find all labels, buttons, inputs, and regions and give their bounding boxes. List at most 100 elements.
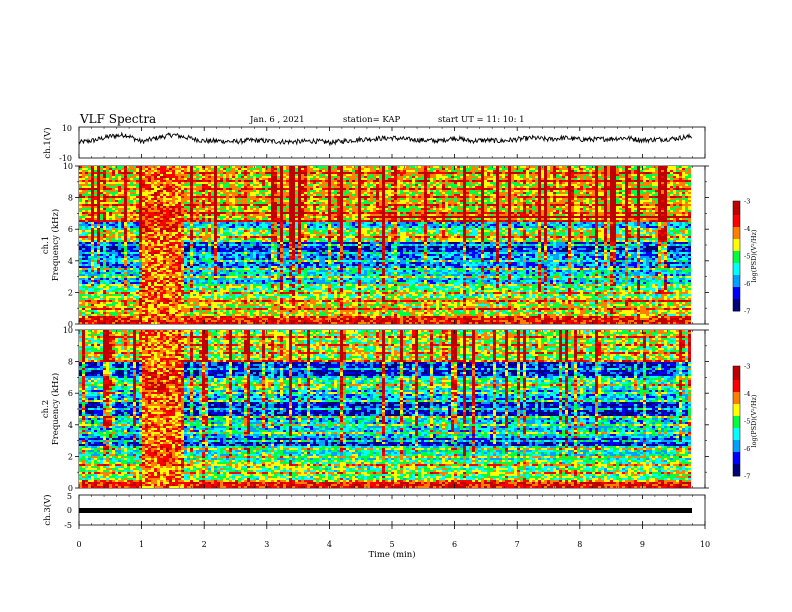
- spectrogram-row: [79, 400, 691, 402]
- spectrogram-row: [79, 212, 691, 214]
- spectrogram-row: [79, 264, 691, 266]
- spectrogram-row: [79, 220, 691, 222]
- spectrogram-row: [79, 170, 691, 172]
- spectrogram-row: [79, 252, 691, 254]
- spectrogram-row: [79, 438, 691, 440]
- spectrogram-row: [79, 352, 691, 354]
- spectrogram-row: [79, 280, 691, 282]
- ch1-ytick-top: 10: [62, 124, 72, 133]
- ch3-ytick-top: 5: [67, 492, 72, 501]
- spectrogram-row: [79, 372, 691, 374]
- spectrogram-row: [79, 290, 691, 292]
- spectrogram-row: [79, 200, 691, 202]
- spectrogram-row: [79, 336, 691, 338]
- spectrogram-row: [79, 430, 691, 432]
- spectrogram-row: [79, 184, 691, 186]
- spectrogram-row: [79, 286, 691, 288]
- spectrogram-row: [79, 366, 691, 368]
- spectrogram-row: [79, 272, 691, 274]
- spectrogram-row: [79, 190, 691, 192]
- spectrogram-row: [79, 222, 691, 224]
- spectrogram-row: [79, 406, 691, 408]
- spectrogram-row: [79, 436, 691, 438]
- spectrogram-row: [79, 378, 691, 380]
- spectrogram-row: [79, 342, 691, 344]
- spectrogram-row: [79, 432, 691, 434]
- spectrogram-row: [79, 382, 691, 384]
- spectrogram-row: [79, 230, 691, 232]
- colorbar-tick-label: -7: [744, 473, 750, 481]
- spectrogram-row: [79, 256, 691, 258]
- spectrogram-row: [79, 234, 691, 236]
- freq-tick-label: 8: [68, 358, 73, 367]
- ch3-waveform-trace: [79, 508, 692, 513]
- freq-tick-label: 10: [63, 326, 73, 335]
- spectrogram-row: [79, 228, 691, 230]
- time-tick-label: 0: [76, 540, 81, 549]
- spectrogram-row: [79, 262, 691, 264]
- spectrogram-row: [79, 240, 691, 242]
- spectrogram-row: [79, 314, 691, 316]
- spectrogram-row: [79, 466, 691, 468]
- spectrogram-row: [79, 192, 691, 194]
- spectrogram-row: [79, 458, 691, 460]
- spectrogram-row: [79, 176, 691, 178]
- freq-tick-label: 6: [68, 389, 73, 398]
- spectrogram-row: [79, 320, 691, 322]
- spectrogram-row: [79, 260, 691, 262]
- spectrogram-row: [79, 358, 691, 360]
- spectrogram-row: [79, 306, 691, 308]
- vlf-spectra-figure: VLF Spectra Jan. 6 , 2021 station= KAP s…: [0, 0, 792, 612]
- colorbar-tick-label: -3: [744, 198, 750, 206]
- spectrogram-row: [79, 216, 691, 218]
- spectrogram-row: [79, 204, 691, 206]
- spectrogram-row: [79, 412, 691, 414]
- time-axis-label: Time (min): [368, 549, 415, 560]
- spectrogram-row: [79, 218, 691, 220]
- spectrogram-row: [79, 468, 691, 470]
- spectrogram-row: [79, 214, 691, 216]
- time-tick-label: 6: [452, 540, 457, 549]
- spectrogram-row: [79, 448, 691, 450]
- spectrogram-row: [79, 416, 691, 418]
- time-tick-label: 4: [327, 540, 332, 549]
- spectrogram-row: [79, 350, 691, 352]
- spectrogram-row: [79, 312, 691, 314]
- spectrogram-row: [79, 276, 691, 278]
- spectrogram-row: [79, 428, 691, 430]
- time-tick-label: 7: [515, 540, 520, 549]
- freq-tick-label: 4: [68, 421, 73, 430]
- spectrogram-row: [79, 284, 691, 286]
- spectrogram-row: [79, 390, 691, 392]
- spectrogram-row: [79, 242, 691, 244]
- spectrogram-row: [79, 182, 691, 184]
- spectrogram-row: [79, 414, 691, 416]
- spectrogram-row: [79, 298, 691, 300]
- colorbar-label: log(PSD)(V²/Hz): [750, 229, 758, 282]
- spectrogram-row: [79, 482, 691, 484]
- freq-tick-label: 10: [63, 162, 73, 171]
- spectrogram-row: [79, 470, 691, 472]
- spectrogram-row: [79, 224, 691, 226]
- spectrogram-row: [79, 380, 691, 382]
- ch2-frequency-ylabel: Frequency (kHz): [50, 373, 61, 445]
- spectrogram-row: [79, 460, 691, 462]
- time-tick-label: 5: [389, 540, 394, 549]
- ch1-spectrogram-image: [79, 166, 691, 324]
- spectrogram-row: [79, 472, 691, 474]
- spectrogram-row: [79, 288, 691, 290]
- colorbar-tick-label: -3: [744, 363, 750, 371]
- colorbar-label: log(PSD)(V²/Hz): [750, 394, 758, 447]
- date-label: Jan. 6 , 2021: [249, 115, 305, 125]
- spectrogram-row: [79, 356, 691, 358]
- ch3-ytick-mid: 0: [67, 506, 72, 515]
- time-tick-label: 8: [577, 540, 582, 549]
- spectrogram-row: [79, 486, 691, 488]
- spectrogram-row: [79, 198, 691, 200]
- spectrogram-row: [79, 300, 691, 302]
- spectrogram-row: [79, 166, 691, 168]
- spectrogram-row: [79, 396, 691, 398]
- spectrogram-row: [79, 478, 691, 480]
